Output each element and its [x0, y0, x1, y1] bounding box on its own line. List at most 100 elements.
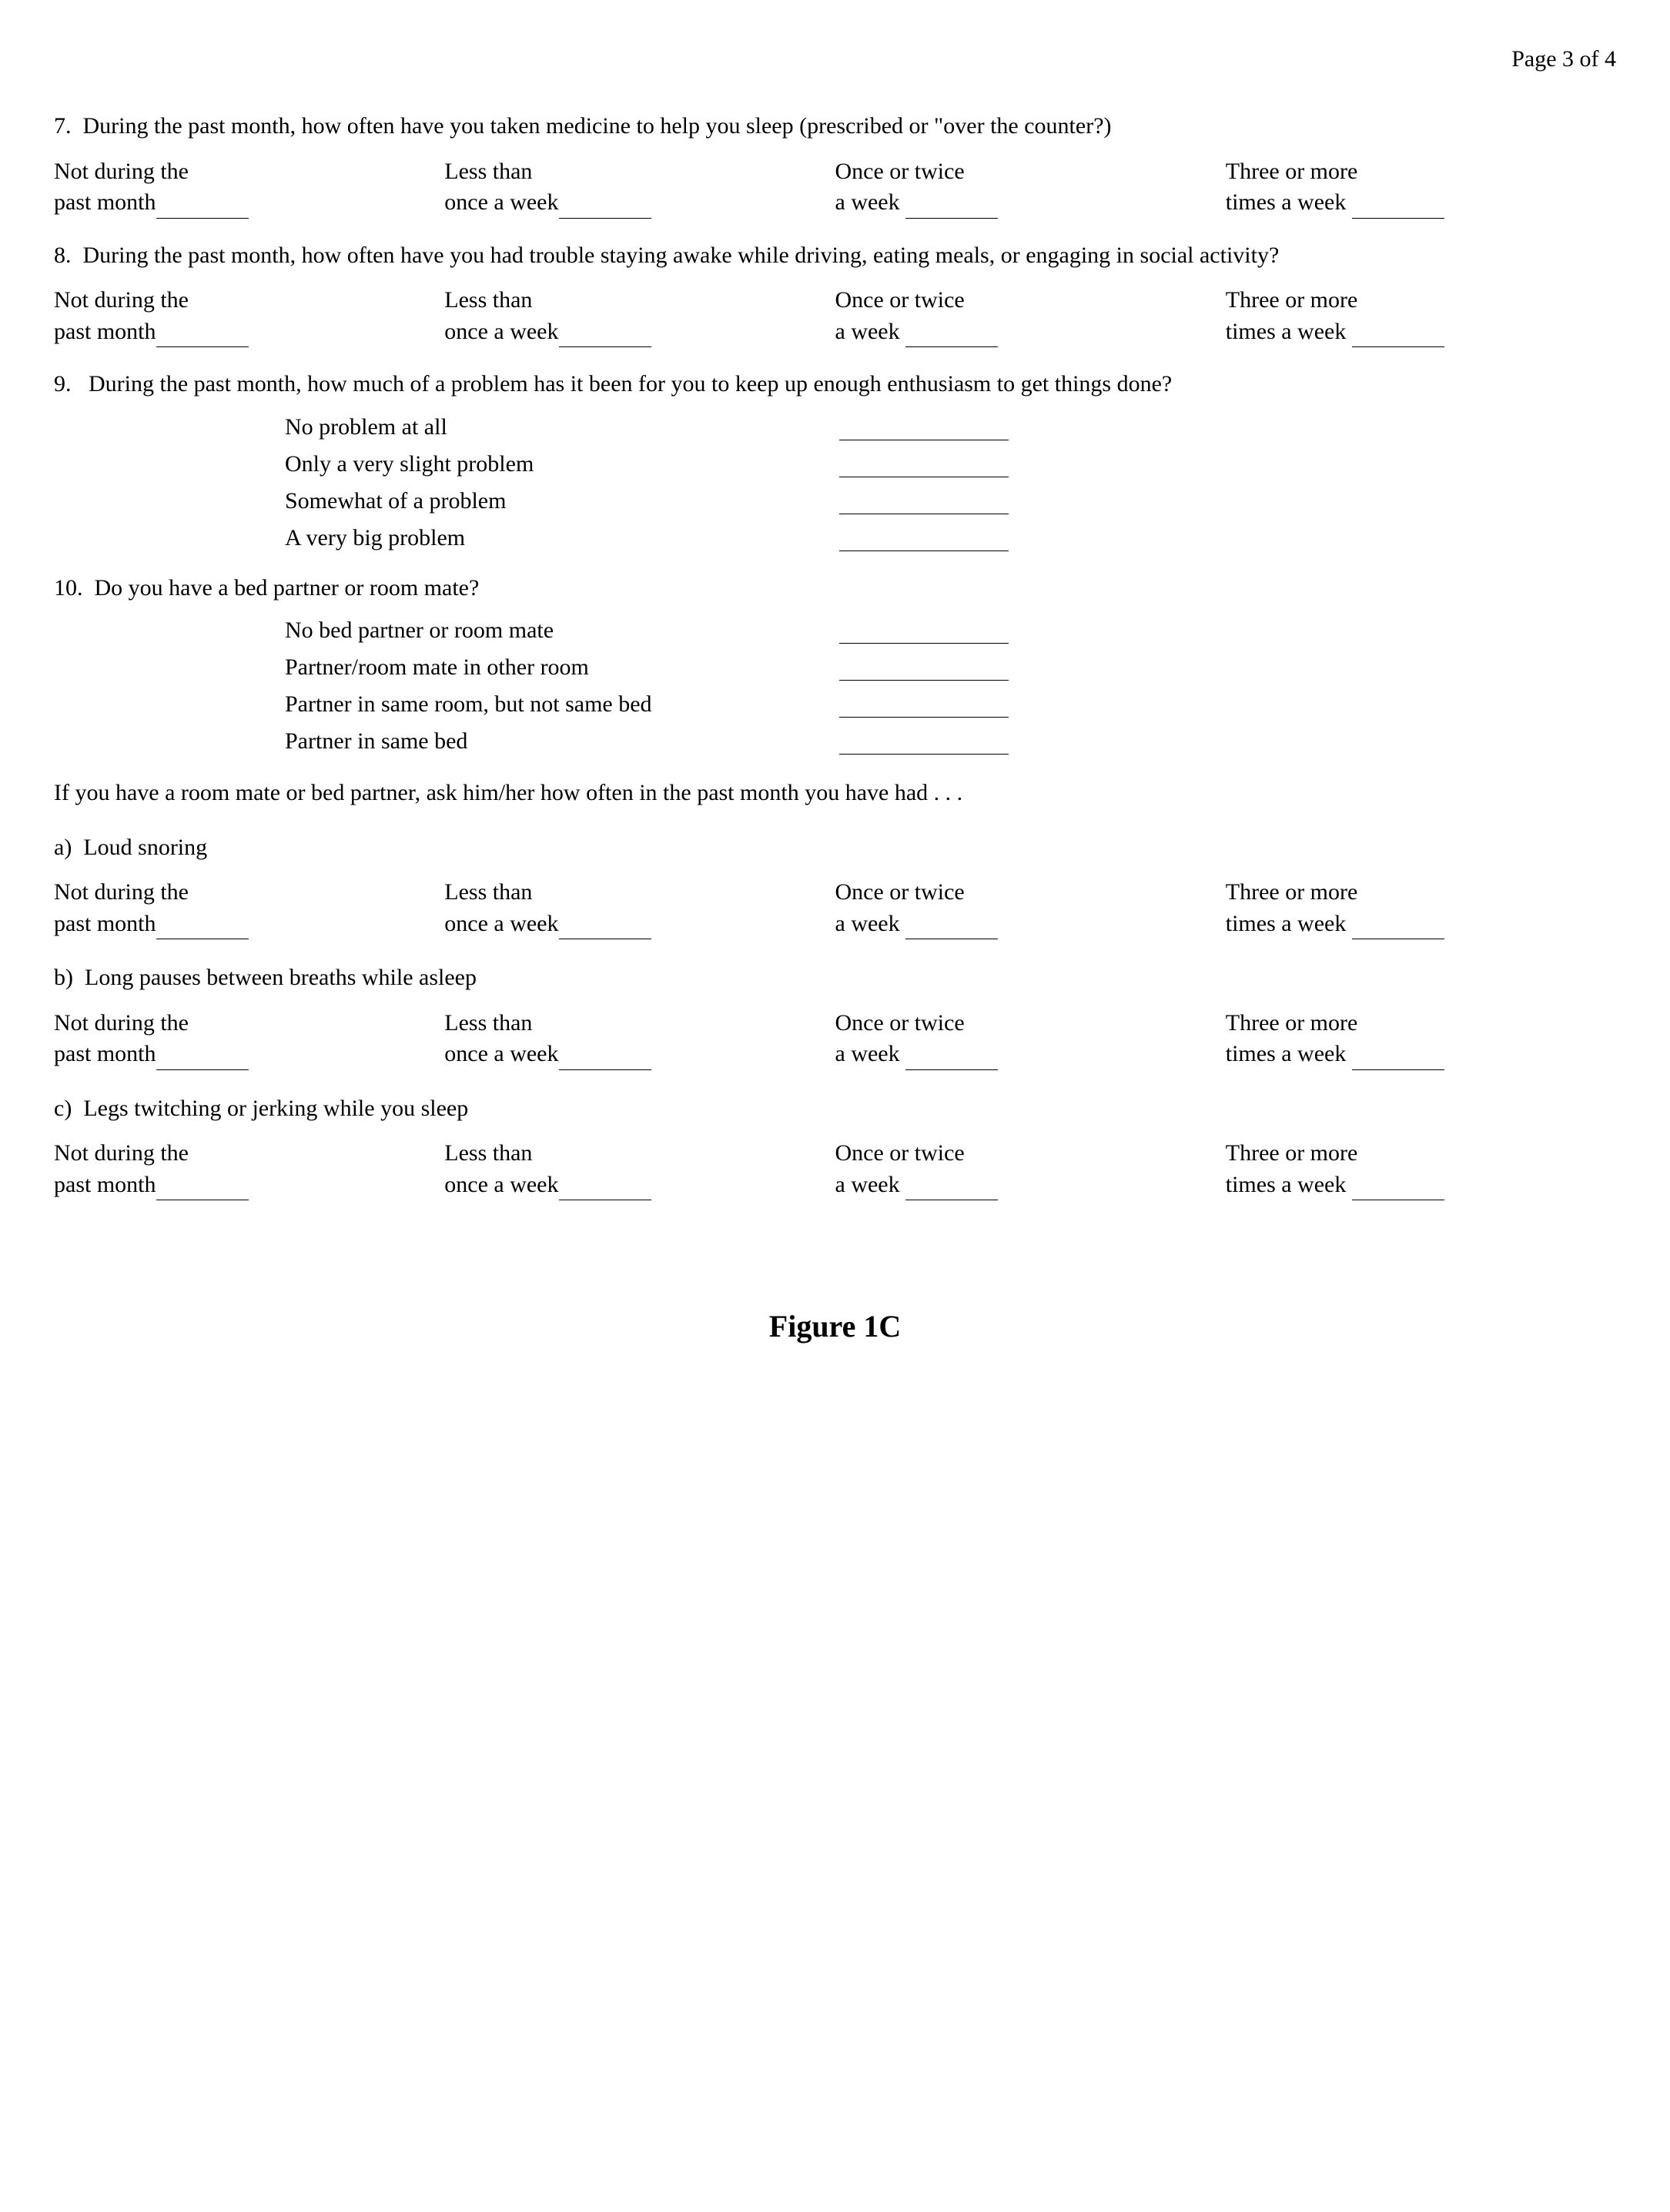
q10-option-row: No bed partner or room mate [285, 617, 1616, 644]
freq-opt3: Once or twice a week [835, 1138, 1226, 1200]
blank-subb-opt1[interactable] [156, 1047, 249, 1070]
sub-c-letter: c) [54, 1096, 72, 1121]
blank-q9-opt0[interactable] [839, 417, 1009, 440]
sub-question-c: c) Legs twitching or jerking while you s… [54, 1093, 1616, 1201]
question-9-text: 9. During the past month, how much of a … [54, 369, 1616, 400]
freq-opt1: Not during the past month [54, 156, 444, 219]
blank-subc-opt2[interactable] [559, 1177, 651, 1200]
blank-q7-opt4[interactable] [1352, 196, 1444, 219]
question-10: 10. Do you have a bed partner or room ma… [54, 573, 1616, 755]
q10-opt3-label: Partner in same bed [285, 728, 839, 755]
blank-suba-opt4[interactable] [1352, 916, 1444, 939]
freq-opt3-line1: Once or twice [835, 156, 965, 188]
blank-q7-opt2[interactable] [559, 196, 651, 219]
figure-caption: Figure 1C [54, 1308, 1616, 1344]
q10-option-row: Partner in same bed [285, 728, 1616, 755]
freq-opt1-line2: past month [54, 187, 156, 219]
sub-a-text: a) Loud snoring [54, 832, 1616, 864]
freq-opt4-line2: times a week [1226, 187, 1347, 219]
frequency-row-q7: Not during the past month Less than once… [54, 156, 1616, 219]
q9-option-row: No problem at all [285, 414, 1616, 440]
freq-opt4: Three or more times a week [1226, 156, 1616, 219]
blank-q10-opt1[interactable] [839, 658, 1009, 681]
freq-opt4: Three or more times a week [1226, 1008, 1616, 1070]
blank-suba-opt3[interactable] [905, 916, 998, 939]
question-8-text: 8. During the past month, how often have… [54, 240, 1616, 272]
q9-opt3-label: A very big problem [285, 525, 839, 551]
question-10-text: 10. Do you have a bed partner or room ma… [54, 573, 1616, 604]
freq-opt1: Not during the past month [54, 877, 444, 939]
freq-opt3: Once or twice a week [835, 1008, 1226, 1070]
frequency-row-q8: Not during the past month Less than once… [54, 285, 1616, 347]
q10-number: 10. [54, 575, 83, 601]
blank-q7-opt3[interactable] [905, 196, 998, 219]
freq-opt3-line2: a week [835, 187, 900, 219]
frequency-row-suba: Not during the past month Less than once… [54, 877, 1616, 939]
question-9: 9. During the past month, how much of a … [54, 369, 1616, 551]
freq-opt4-line1: Three or more [1226, 156, 1358, 188]
blank-q9-opt1[interactable] [839, 454, 1009, 477]
q10-opt0-label: No bed partner or room mate [285, 617, 839, 644]
q9-option-row: A very big problem [285, 525, 1616, 551]
blank-q9-opt3[interactable] [839, 528, 1009, 551]
q10-opt2-label: Partner in same room, but not same bed [285, 691, 839, 718]
q9-opt2-label: Somewhat of a problem [285, 488, 839, 514]
q9-option-row: Somewhat of a problem [285, 488, 1616, 514]
sub-a-body: Loud snoring [83, 835, 207, 860]
blank-subb-opt4[interactable] [1352, 1047, 1444, 1070]
sub-question-b: b) Long pauses between breaths while asl… [54, 962, 1616, 1070]
question-8: 8. During the past month, how often have… [54, 240, 1616, 348]
blank-q8-opt4[interactable] [1352, 324, 1444, 347]
q10-option-row: Partner/room mate in other room [285, 654, 1616, 681]
q9-body: During the past month, how much of a pro… [89, 371, 1172, 397]
freq-opt1: Not during the past month [54, 285, 444, 347]
sub-b-body: Long pauses between breaths while asleep [85, 965, 477, 990]
q8-body: During the past month, how often have yo… [83, 243, 1280, 268]
blank-subb-opt2[interactable] [559, 1047, 651, 1070]
sub-a-letter: a) [54, 835, 72, 860]
q9-option-row: Only a very slight problem [285, 451, 1616, 477]
freq-opt2: Less than once a week [444, 1008, 835, 1070]
blank-q10-opt2[interactable] [839, 694, 1009, 718]
q7-body: During the past month, how often have yo… [83, 113, 1112, 139]
freq-opt1: Not during the past month [54, 1008, 444, 1070]
sub-c-text: c) Legs twitching or jerking while you s… [54, 1093, 1616, 1125]
frequency-row-subc: Not during the past month Less than once… [54, 1138, 1616, 1200]
sub-c-body: Legs twitching or jerking while you slee… [83, 1096, 468, 1121]
freq-opt2: Less than once a week [444, 156, 835, 219]
freq-opt4: Three or more times a week [1226, 285, 1616, 347]
question-7: 7. During the past month, how often have… [54, 111, 1616, 219]
frequency-row-subb: Not during the past month Less than once… [54, 1008, 1616, 1070]
freq-opt4: Three or more times a week [1226, 877, 1616, 939]
blank-q7-opt1[interactable] [156, 196, 249, 219]
blank-suba-opt1[interactable] [156, 916, 249, 939]
blank-q9-opt2[interactable] [839, 491, 1009, 514]
blank-q8-opt2[interactable] [559, 324, 651, 347]
blank-suba-opt2[interactable] [559, 916, 651, 939]
question-7-text: 7. During the past month, how often have… [54, 111, 1616, 142]
blank-subc-opt4[interactable] [1352, 1177, 1444, 1200]
partner-intro: If you have a room mate or bed partner, … [54, 778, 1616, 809]
q10-option-list: No bed partner or room mate Partner/room… [54, 617, 1616, 755]
freq-opt1: Not during the past month [54, 1138, 444, 1200]
blank-subc-opt1[interactable] [156, 1177, 249, 1200]
blank-q10-opt3[interactable] [839, 731, 1009, 755]
blank-q10-opt0[interactable] [839, 621, 1009, 644]
blank-subc-opt3[interactable] [905, 1177, 998, 1200]
freq-opt2: Less than once a week [444, 1138, 835, 1200]
freq-opt3: Once or twice a week [835, 877, 1226, 939]
q10-body: Do you have a bed partner or room mate? [95, 575, 480, 601]
freq-opt2: Less than once a week [444, 285, 835, 347]
freq-opt1-line1: Not during the [54, 156, 189, 188]
freq-opt3: Once or twice a week [835, 285, 1226, 347]
blank-q8-opt3[interactable] [905, 324, 998, 347]
q9-opt1-label: Only a very slight problem [285, 451, 839, 477]
q9-option-list: No problem at all Only a very slight pro… [54, 414, 1616, 551]
page-number: Page 3 of 4 [54, 46, 1616, 72]
q9-number: 9. [54, 371, 72, 397]
freq-opt3: Once or twice a week [835, 156, 1226, 219]
blank-q8-opt1[interactable] [156, 324, 249, 347]
q7-number: 7. [54, 113, 72, 139]
blank-subb-opt3[interactable] [905, 1047, 998, 1070]
sub-question-a: a) Loud snoring Not during the past mont… [54, 832, 1616, 940]
